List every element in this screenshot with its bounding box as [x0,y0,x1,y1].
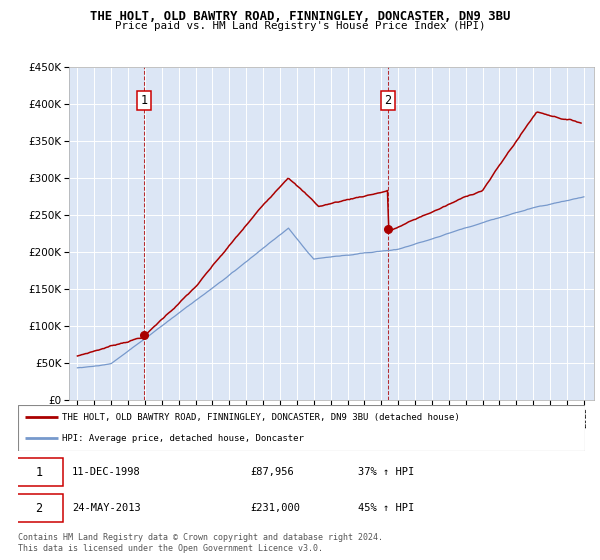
FancyBboxPatch shape [15,458,64,486]
Text: Contains HM Land Registry data © Crown copyright and database right 2024.
This d: Contains HM Land Registry data © Crown c… [18,533,383,553]
Text: 11-DEC-1998: 11-DEC-1998 [72,467,140,477]
Text: 45% ↑ HPI: 45% ↑ HPI [358,503,415,514]
Text: 1: 1 [35,465,43,479]
Text: 2: 2 [35,502,43,515]
Text: £231,000: £231,000 [250,503,301,514]
Text: THE HOLT, OLD BAWTRY ROAD, FINNINGLEY, DONCASTER, DN9 3BU: THE HOLT, OLD BAWTRY ROAD, FINNINGLEY, D… [90,10,510,23]
Text: 37% ↑ HPI: 37% ↑ HPI [358,467,415,477]
FancyBboxPatch shape [15,494,64,522]
Text: 1: 1 [140,94,148,107]
Text: THE HOLT, OLD BAWTRY ROAD, FINNINGLEY, DONCASTER, DN9 3BU (detached house): THE HOLT, OLD BAWTRY ROAD, FINNINGLEY, D… [62,413,460,422]
Text: HPI: Average price, detached house, Doncaster: HPI: Average price, detached house, Donc… [62,434,304,443]
Text: 2: 2 [385,94,391,107]
Text: 24-MAY-2013: 24-MAY-2013 [72,503,140,514]
Text: £87,956: £87,956 [250,467,294,477]
Text: Price paid vs. HM Land Registry's House Price Index (HPI): Price paid vs. HM Land Registry's House … [115,21,485,31]
